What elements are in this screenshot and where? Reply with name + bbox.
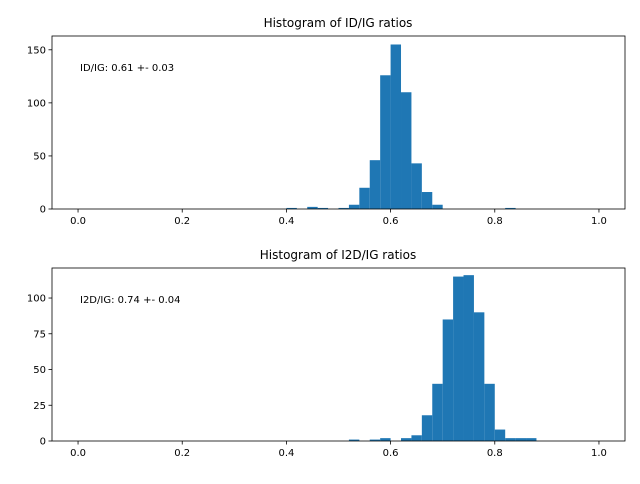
x-tick-label: 1.0 bbox=[591, 216, 607, 227]
y-tick-label: 0 bbox=[40, 205, 46, 216]
x-tick-label: 0.6 bbox=[383, 448, 399, 459]
x-tick-label: 0.2 bbox=[174, 216, 190, 227]
histogram-bar bbox=[369, 160, 381, 209]
y-tick-label: 75 bbox=[33, 329, 46, 340]
histogram-bar bbox=[421, 192, 433, 209]
histogram-bar bbox=[505, 207, 516, 209]
panel-1-x-axis-ticks: 0.0 0.2 0.4 0.6 0.8 1.0 bbox=[70, 209, 607, 227]
histogram-bar bbox=[390, 44, 402, 209]
histogram-bar bbox=[411, 163, 422, 209]
panel-1-axes-frame bbox=[51, 35, 626, 210]
histogram-bar bbox=[432, 204, 443, 209]
histogram-bar bbox=[348, 439, 360, 441]
histogram-bar bbox=[401, 92, 412, 209]
x-tick-label: 0.4 bbox=[278, 448, 294, 459]
panel-2-title: Histogram of I2D/IG ratios bbox=[260, 248, 416, 262]
histogram-bar bbox=[515, 438, 527, 441]
histogram-bar bbox=[359, 187, 370, 209]
panel-1-stats-annotation: ID/IG: 0.61 +- 0.03 bbox=[80, 63, 174, 74]
x-tick-label: 0.8 bbox=[487, 216, 503, 227]
histogram-bar bbox=[473, 312, 485, 441]
x-tick-label: 0.6 bbox=[383, 216, 399, 227]
histogram-bar bbox=[369, 439, 381, 441]
panel-1-bars bbox=[286, 44, 516, 210]
x-tick-label: 0.4 bbox=[278, 216, 294, 227]
histogram-bar bbox=[338, 207, 349, 209]
x-tick-label: 0.2 bbox=[174, 448, 190, 459]
panel-2-stats-annotation: I2D/IG: 0.74 +- 0.04 bbox=[80, 295, 181, 306]
histogram-bar bbox=[484, 383, 495, 441]
histogram-bar bbox=[317, 207, 329, 209]
panel-1-y-axis-ticks: 0 50 100 150 bbox=[27, 45, 52, 216]
histogram-bar bbox=[401, 438, 412, 441]
panel-2-axes-frame bbox=[51, 267, 626, 442]
y-tick-label: 100 bbox=[27, 294, 46, 305]
histogram-bar bbox=[526, 438, 537, 441]
y-tick-label: 50 bbox=[33, 365, 46, 376]
panel-1-title: Histogram of ID/IG ratios bbox=[264, 16, 413, 30]
histogram-bar bbox=[421, 415, 433, 441]
histogram-bar bbox=[505, 438, 516, 441]
panel-2-y-axis-ticks: 0 25 50 75 100 bbox=[27, 294, 52, 448]
histogram-panel-1: Histogram of ID/IG ratios ID/IG: 0.61 +-… bbox=[27, 16, 626, 227]
histogram-bar bbox=[286, 207, 297, 209]
histogram-bar bbox=[380, 438, 391, 441]
histogram-bar bbox=[432, 383, 443, 441]
histogram-bar bbox=[453, 276, 464, 441]
y-tick-label: 25 bbox=[33, 401, 46, 412]
x-tick-label: 0.0 bbox=[70, 448, 86, 459]
histogram-bar bbox=[380, 75, 391, 210]
x-tick-label: 0.0 bbox=[70, 216, 86, 227]
histogram-bar bbox=[411, 435, 422, 441]
histogram-bar bbox=[307, 206, 318, 209]
histogram-bar bbox=[463, 275, 474, 441]
x-tick-label: 0.8 bbox=[487, 448, 503, 459]
x-tick-label: 1.0 bbox=[591, 448, 607, 459]
histogram-bar bbox=[442, 319, 454, 441]
y-tick-label: 150 bbox=[27, 45, 46, 56]
panel-2-x-axis-ticks: 0.0 0.2 0.4 0.6 0.8 1.0 bbox=[70, 441, 607, 459]
panel-2-bars bbox=[348, 275, 537, 441]
y-tick-label: 0 bbox=[40, 437, 46, 448]
histogram-bar bbox=[348, 204, 360, 209]
histogram-bar bbox=[494, 429, 506, 441]
y-tick-label: 50 bbox=[33, 151, 46, 162]
histogram-panel-2: Histogram of I2D/IG ratios I2D/IG: 0.74 … bbox=[27, 248, 626, 459]
y-tick-label: 100 bbox=[27, 98, 46, 109]
